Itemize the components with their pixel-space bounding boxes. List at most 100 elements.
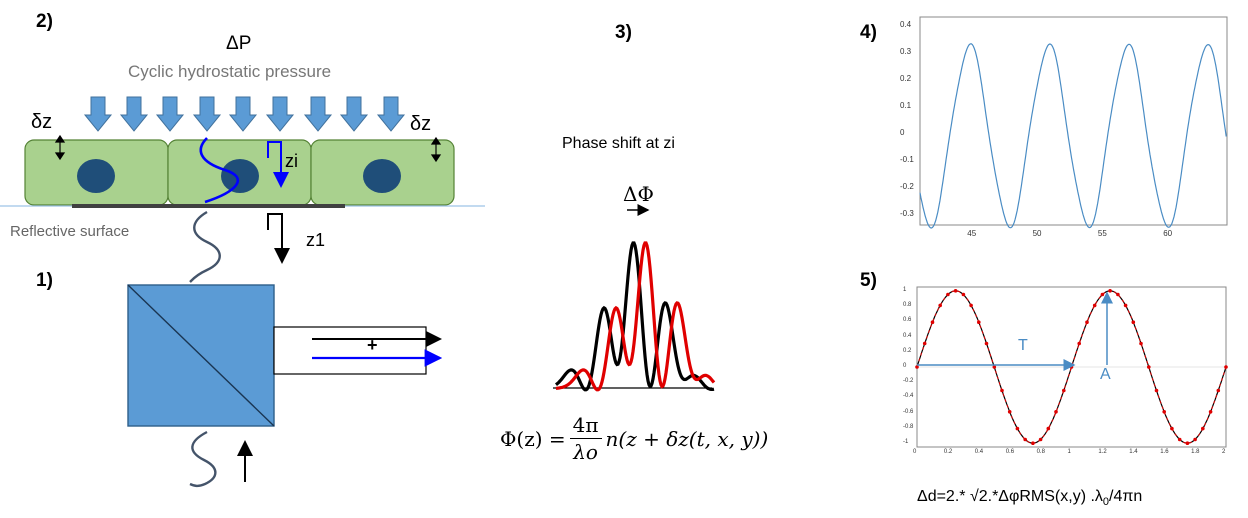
chart5-sample-point [1000, 388, 1004, 393]
chart5-x-tick: 0 [913, 449, 917, 455]
chart5-sample-point [1147, 365, 1151, 369]
chart5-sample-point [1123, 303, 1128, 308]
chart4 [919, 16, 1228, 229]
z1-arrow [267, 213, 290, 264]
chart5-y-tick: 0.8 [903, 302, 912, 309]
chart5-sample-point [1170, 426, 1174, 431]
chart4-y-tick: 0.3 [900, 47, 912, 57]
chart5-sample-point [1007, 410, 1012, 414]
chart5-x-tick: 0.6 [1005, 449, 1015, 455]
chart5-sample-point [1038, 437, 1043, 442]
chart5-sample-point [1085, 320, 1089, 325]
zi-arrow [267, 141, 289, 188]
z1-label: z1 [306, 230, 326, 250]
chart5-x-tick: 1.6 [1160, 449, 1169, 455]
output-port [273, 326, 427, 375]
chart5-sample-point [1208, 410, 1213, 414]
nucleus-middle [221, 159, 259, 193]
chart5-sample-point [1031, 441, 1035, 446]
pressure-arrow [192, 96, 222, 132]
chart5-sample-point [1193, 437, 1197, 442]
dd-formula-tail: /4πn [1109, 488, 1143, 505]
chart4-y-tick: -0.1 [900, 155, 914, 165]
delta-phi-label: ΔΦ [623, 182, 654, 206]
chart5-sample-point [984, 341, 989, 346]
chart5-sample-point [1062, 388, 1066, 393]
grey-wave-upper [189, 210, 221, 283]
pressure-symbol: ΔP [226, 33, 252, 54]
chart5-y-tick: -0.8 [903, 423, 914, 430]
chart5-sample-point [953, 289, 958, 293]
chart4-x-tick: 55 [1097, 229, 1107, 238]
chart5-x-tick: 0.2 [943, 449, 953, 455]
chart5-y-tick: -0.2 [903, 378, 914, 385]
chart4-frame [919, 16, 1228, 226]
chart4-y-tick: 0.4 [900, 20, 912, 30]
chart4-series-line [919, 43, 1227, 229]
interference-plot [555, 241, 716, 392]
formula-denominator: λo [573, 440, 598, 464]
chart5-y-tick: 0 [903, 363, 907, 369]
pressure-arrow [228, 96, 258, 132]
chart5-x-tick: 0.8 [1036, 449, 1045, 455]
chart5-y-tick: 0.2 [903, 347, 912, 354]
chart5-x-tick: 1.2 [1098, 449, 1107, 455]
dd-formula-main: Δd=2.* √2.*ΔφRMS(x,y) .λ [917, 488, 1103, 505]
period-label: T [1018, 337, 1028, 354]
pressure-label: Cyclic hydrostatic pressure [128, 62, 332, 81]
chart5-x-tick: 2 [1222, 449, 1226, 455]
plus-sign: + [367, 335, 378, 355]
chart5-sample-point [1177, 437, 1182, 442]
pressure-arrow [265, 96, 295, 132]
chart5-x-tick: 0.4 [974, 449, 984, 455]
chart5-y-tick: -0.4 [903, 393, 914, 400]
chart5-sample-point [969, 303, 973, 308]
chart5-sample-point [1162, 410, 1166, 414]
chart5-sample-point [1116, 292, 1120, 297]
pressure-arrows [83, 96, 406, 132]
cell-layer [24, 139, 455, 206]
pressure-arrow [155, 96, 185, 132]
chart4-y-tick: 0 [900, 128, 905, 138]
chart5-sample-point [1077, 341, 1081, 346]
chart5-y-tick: 1 [903, 286, 907, 293]
chart5-sample-point [1216, 388, 1221, 393]
pressure-arrow [376, 96, 406, 132]
chart4-y-tick: -0.3 [900, 209, 914, 219]
chart5-sample-point [930, 320, 935, 325]
chart4-y-tick: 0.2 [900, 74, 912, 84]
chart5-sample-point [1201, 426, 1205, 431]
chart5-sample-point [1023, 437, 1027, 442]
chart5-x-tick: 1.4 [1129, 449, 1138, 455]
chart4-y-tick: -0.2 [900, 182, 914, 192]
chart5-sample-point [992, 365, 997, 369]
chart5-sample-point [1185, 441, 1190, 446]
chart5-sample-point [1154, 388, 1159, 393]
chart5-y-tick: 0.4 [903, 332, 912, 339]
optical-wave-in-cell [199, 137, 240, 204]
pressure-arrow [303, 96, 333, 132]
chart4-x-tick: 60 [1163, 229, 1173, 238]
panel-label-3: 3) [615, 22, 632, 43]
chart5-x-tick: 1.8 [1191, 449, 1200, 455]
chart4-x-tick: 50 [1032, 229, 1042, 238]
chart5-sample-point [1092, 303, 1097, 308]
formula-fraction: 4π λo [569, 413, 602, 464]
pressure-arrow [119, 96, 149, 132]
chart5-sample-point [946, 292, 950, 297]
chart5-sample-point [1131, 320, 1136, 325]
chart5-sample-point [1046, 426, 1051, 431]
chart5-sample-point [1139, 341, 1143, 346]
panel-label-2: 2) [36, 11, 53, 32]
phase-formula: Φ(z) = 4π λo n(z + δz(t, x, y)) [500, 413, 768, 464]
panel-label-4: 4) [860, 22, 877, 43]
zi-label: zi [285, 151, 298, 171]
nucleus-left [77, 159, 115, 193]
chart5-sample-point [1015, 426, 1020, 431]
beam-splitter [127, 284, 275, 427]
chart5 [915, 286, 1228, 448]
dd-formula-sub: 0 [1102, 496, 1110, 509]
chart5-sample-point [922, 341, 927, 346]
chart5-y-tick: -1 [903, 439, 909, 446]
